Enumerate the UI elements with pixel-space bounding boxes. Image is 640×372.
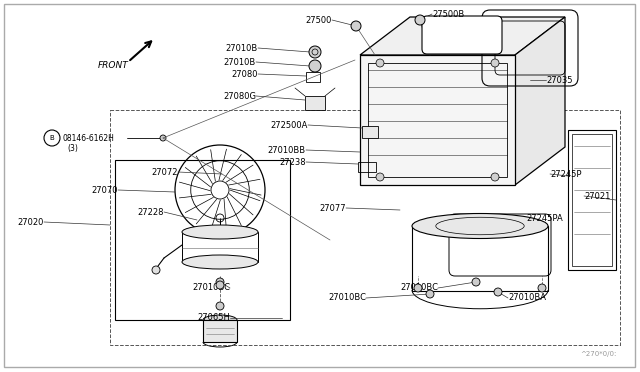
Text: 27228: 27228	[138, 208, 164, 217]
Text: 27010B: 27010B	[226, 44, 258, 52]
Ellipse shape	[182, 225, 258, 239]
Text: 27010BC: 27010BC	[328, 294, 366, 302]
Ellipse shape	[182, 255, 258, 269]
Bar	[110, 110, 620, 345]
Circle shape	[152, 266, 160, 274]
Text: 27035: 27035	[546, 76, 573, 84]
Bar	[360, 55, 515, 185]
Circle shape	[309, 46, 321, 58]
Bar	[358, 162, 376, 172]
Bar	[306, 72, 320, 82]
Circle shape	[415, 15, 425, 25]
Circle shape	[376, 173, 384, 181]
Circle shape	[160, 135, 166, 141]
Circle shape	[472, 278, 480, 286]
Circle shape	[491, 173, 499, 181]
Bar	[362, 126, 378, 138]
Text: 27010BC: 27010BC	[400, 283, 438, 292]
Text: B: B	[50, 135, 54, 141]
Polygon shape	[360, 17, 565, 55]
Text: 27010BB: 27010BB	[268, 145, 306, 154]
Polygon shape	[515, 17, 565, 185]
Text: 27238: 27238	[280, 157, 306, 167]
Circle shape	[216, 278, 224, 286]
Text: (3): (3)	[67, 144, 78, 153]
Bar	[412, 226, 548, 291]
Circle shape	[216, 302, 224, 310]
Text: 27500B: 27500B	[432, 10, 464, 19]
Text: FRONT: FRONT	[98, 61, 129, 70]
Circle shape	[426, 290, 434, 298]
Ellipse shape	[203, 315, 237, 325]
Bar	[305, 96, 325, 110]
Text: 272500A: 272500A	[271, 121, 308, 129]
Text: 27010B: 27010B	[224, 58, 256, 67]
Text: 08146-6162H: 08146-6162H	[62, 134, 114, 142]
Circle shape	[414, 284, 422, 292]
Bar	[115, 160, 290, 320]
Ellipse shape	[412, 214, 548, 238]
Text: 27010BC: 27010BC	[192, 283, 230, 292]
Text: 27020: 27020	[18, 218, 44, 227]
Text: 27072: 27072	[152, 167, 178, 176]
Text: ^270*0/0:: ^270*0/0:	[580, 351, 616, 357]
Text: 27080G: 27080G	[223, 92, 256, 100]
FancyBboxPatch shape	[422, 16, 502, 54]
Circle shape	[351, 21, 361, 31]
Text: 27021: 27021	[584, 192, 611, 201]
Circle shape	[538, 284, 546, 292]
Text: 27080: 27080	[232, 70, 258, 78]
Text: 27500: 27500	[306, 16, 332, 25]
Bar	[568, 130, 616, 270]
Text: 27245PA: 27245PA	[526, 214, 563, 222]
Bar	[572, 134, 612, 266]
Bar	[203, 320, 237, 342]
Circle shape	[309, 60, 321, 72]
Text: 27065H: 27065H	[197, 314, 230, 323]
Text: 27070: 27070	[92, 186, 118, 195]
Text: 27245P: 27245P	[550, 170, 582, 179]
Circle shape	[494, 288, 502, 296]
Bar	[368, 63, 507, 177]
Circle shape	[216, 281, 224, 289]
Text: 27010BA: 27010BA	[508, 294, 546, 302]
Circle shape	[491, 59, 499, 67]
Circle shape	[376, 59, 384, 67]
Text: 27077: 27077	[319, 203, 346, 212]
